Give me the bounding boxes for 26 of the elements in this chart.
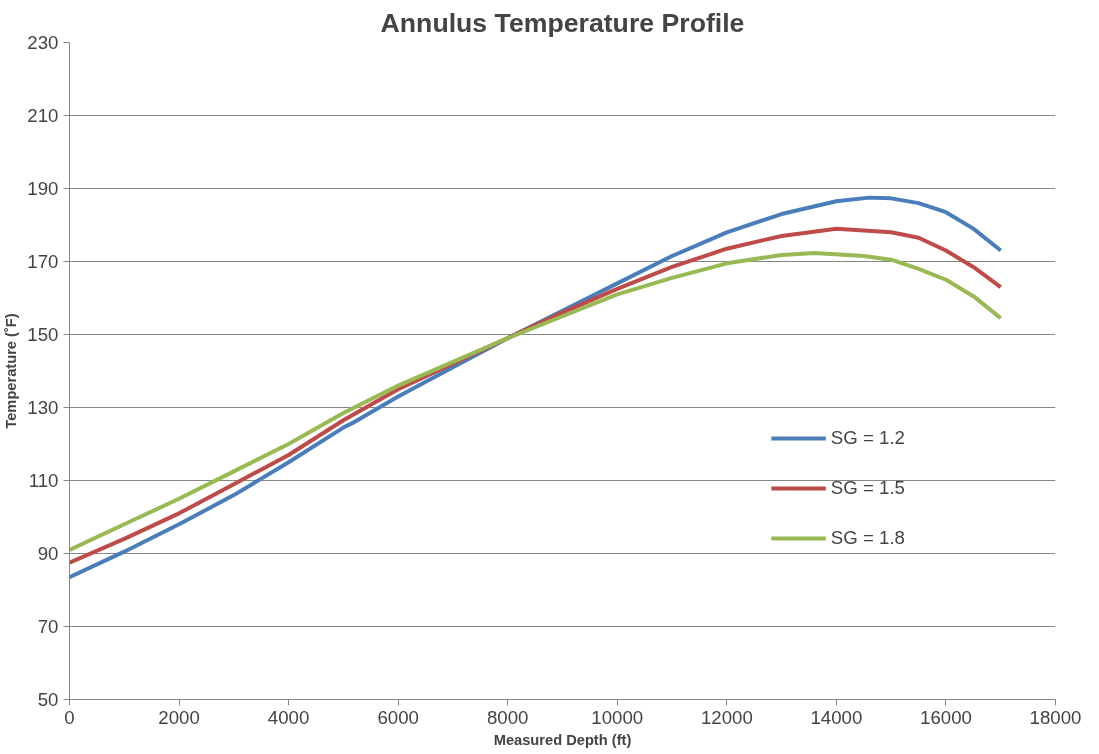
y-tick-label: 190: [27, 178, 59, 199]
x-tick-label: 14000: [810, 706, 863, 728]
x-tick-label: 6000: [377, 706, 419, 728]
chart-title: Annulus Temperature Profile: [380, 7, 745, 38]
y-tick-label: 150: [27, 324, 59, 345]
x-tick-label: 10000: [591, 706, 644, 728]
y-tick-label: 210: [27, 105, 59, 126]
x-tick-label: 2000: [158, 706, 200, 728]
y-tick-label: 70: [37, 616, 59, 637]
x-axis-title: Measured Depth (ft): [493, 731, 632, 748]
y-tick-label: 130: [27, 397, 59, 418]
x-tick-label: 8000: [486, 706, 529, 728]
x-tick-label: 18000: [1029, 706, 1082, 728]
legend-label: SG = 1.8: [830, 527, 905, 549]
y-axis-title: Temperature (˚F): [3, 313, 20, 429]
y-tick-label: 170: [27, 251, 59, 272]
y-tick-label: 90: [37, 543, 59, 564]
x-tick-label: 0: [64, 706, 75, 728]
x-tick-label: 12000: [700, 706, 753, 728]
legend-label: SG = 1.2: [830, 427, 905, 449]
y-tick-label: 110: [28, 470, 59, 491]
y-tick-label: 230: [27, 32, 59, 53]
x-tick-label: 4000: [267, 706, 310, 728]
legend-label: SG = 1.5: [830, 477, 905, 499]
x-tick-label: 16000: [920, 706, 972, 728]
y-tick-label: 50: [37, 689, 59, 710]
